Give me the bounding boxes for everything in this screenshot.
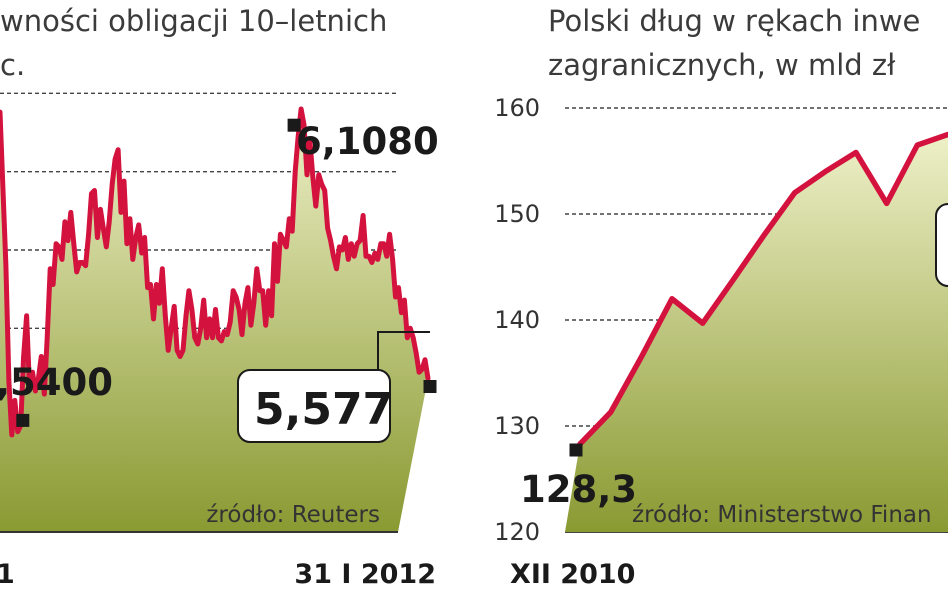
first-value-label: 128,3 — [520, 468, 637, 511]
right-title-line-2: zagranicznych, w mld zł — [548, 48, 896, 82]
right-source: źródło: Ministerstwo Finan — [632, 502, 932, 528]
left-title-line-1: wności obligacji 10–letnich — [0, 4, 387, 38]
right-y-tick-label: 140 — [494, 306, 540, 334]
right-area-fill — [565, 134, 948, 532]
max-value-label: 6,1080 — [296, 120, 439, 163]
right-title-line-1: Polski dług w rękach inwe — [548, 4, 920, 38]
right-y-tick-label: 130 — [494, 412, 540, 440]
left-source: źródło: Reuters — [206, 502, 380, 528]
min-value-label: ,5400 — [0, 361, 113, 404]
right-y-tick-label: 150 — [494, 200, 540, 228]
last-value-box — [237, 369, 391, 443]
right-partial-callout-box — [935, 203, 948, 287]
left-series-line — [0, 106, 431, 438]
last-value-marker — [423, 380, 437, 393]
right-y-tick-label: 160 — [494, 94, 540, 122]
left-chart: wności obligacji 10–letnich c. 6,1080 ,5… — [0, 4, 439, 590]
right-series-line — [577, 131, 948, 447]
left-x-end-label: 31 I 2012 — [294, 559, 436, 590]
max-marker — [287, 118, 301, 132]
right-partial-callout-label: 1 — [946, 226, 948, 269]
first-value-marker — [569, 443, 583, 457]
last-value-leader — [377, 331, 430, 370]
last-value-label: 5,577 — [254, 384, 393, 435]
right-y-ticks: 160 150 140 130 120 — [494, 94, 540, 546]
right-y-tick-label: 120 — [494, 518, 540, 546]
left-x-start-label: 1 — [0, 559, 15, 590]
min-marker — [16, 413, 30, 427]
right-x-start-label: XII 2010 — [510, 559, 635, 590]
left-title-line-2: c. — [0, 48, 25, 82]
right-chart: 160 150 140 130 120 Polski dług w rękach inw… — [494, 4, 948, 590]
